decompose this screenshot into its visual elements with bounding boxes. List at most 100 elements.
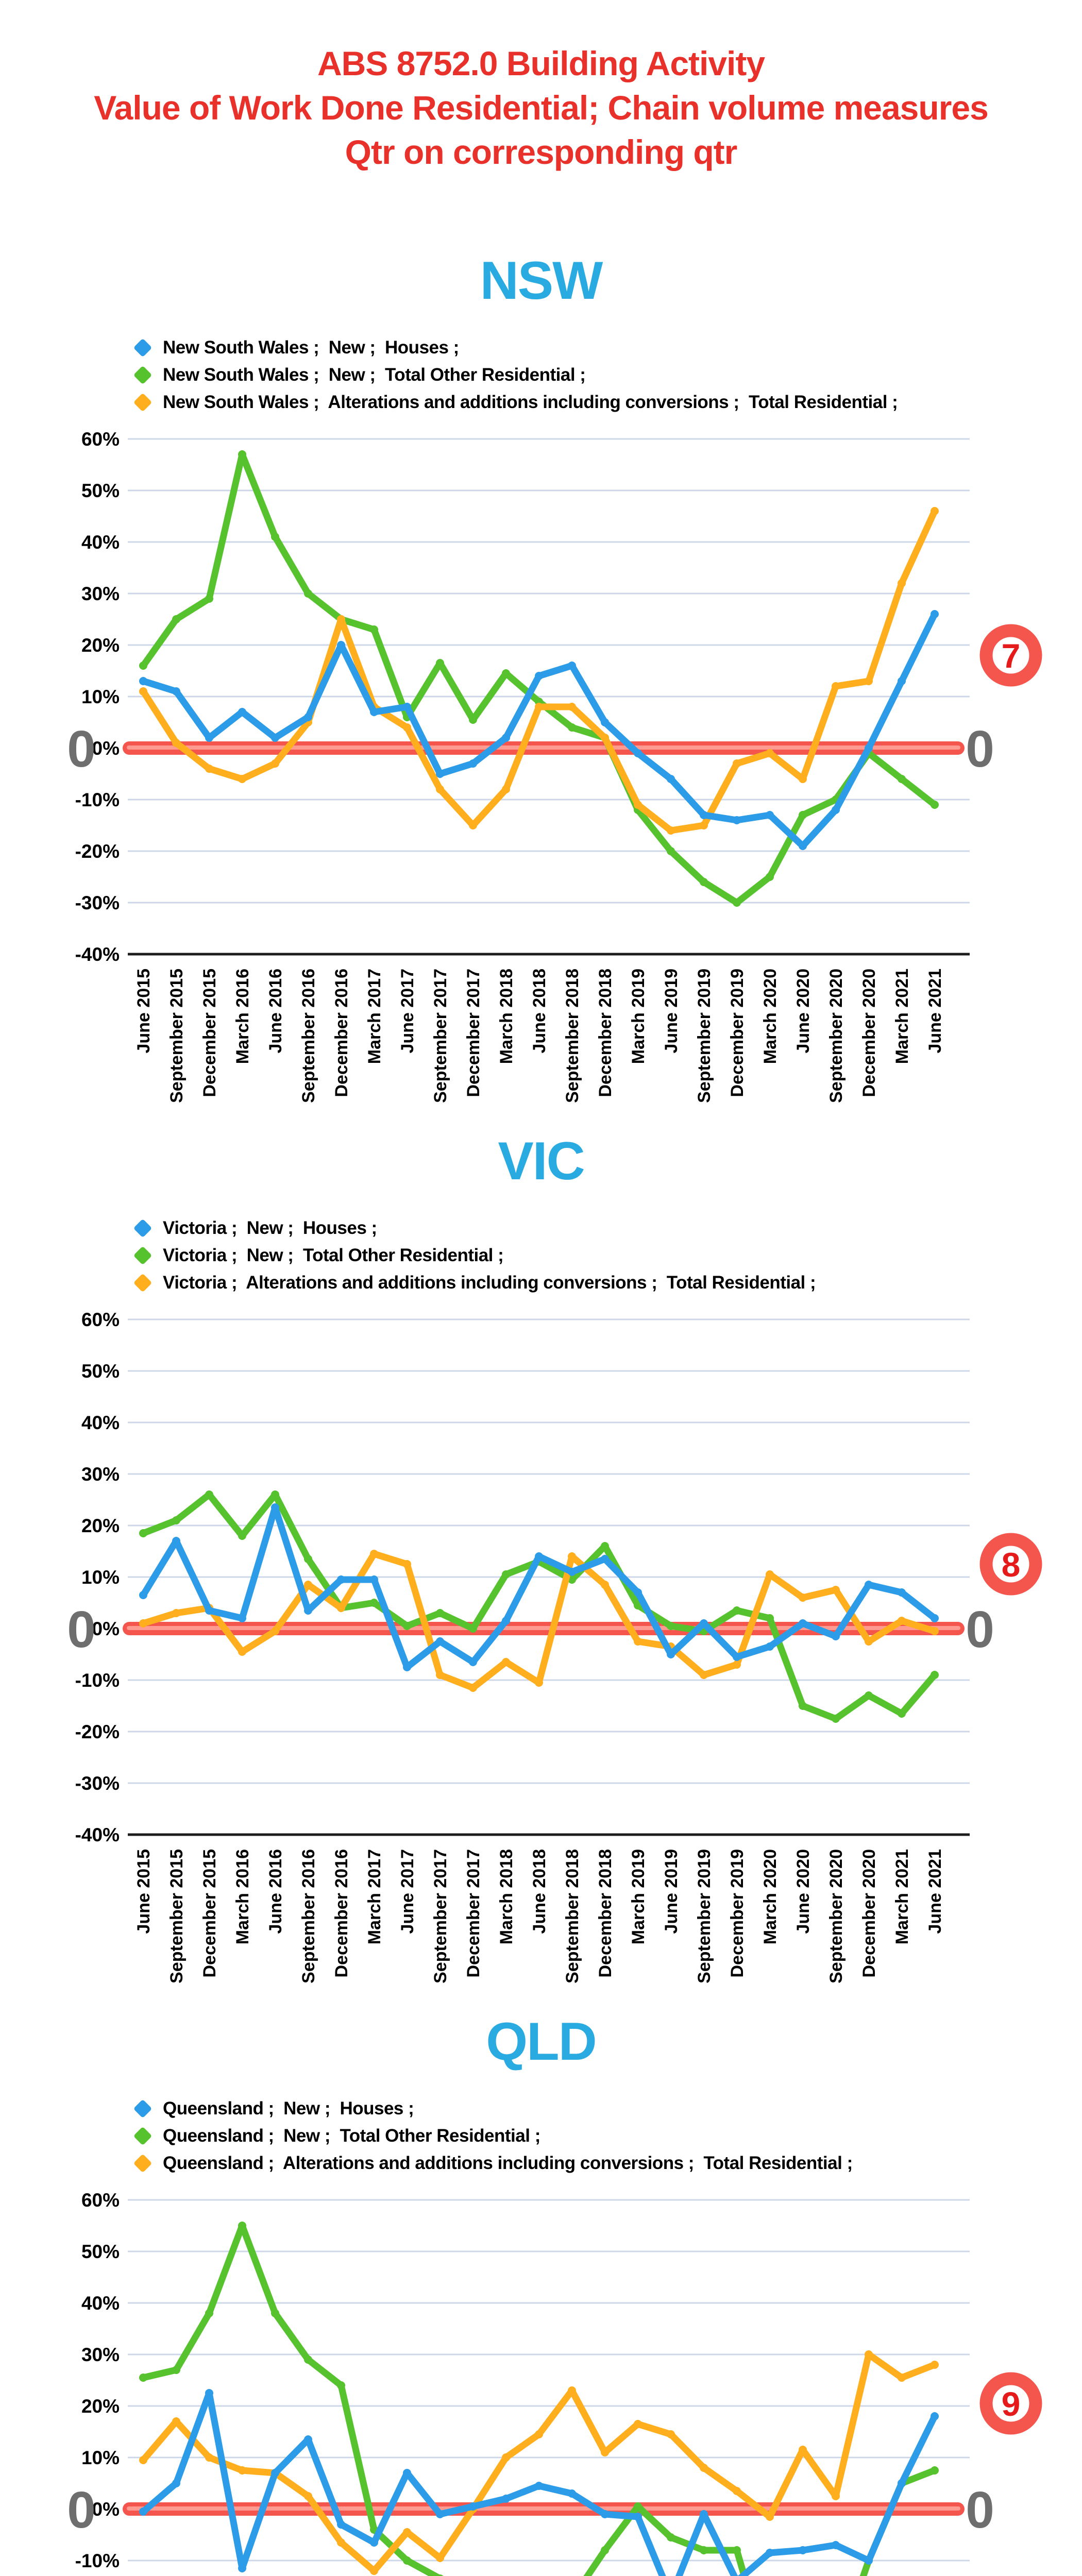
svg-text:7: 7 (1002, 637, 1021, 675)
legend-label: New South Wales ; Alterations and additi… (163, 392, 898, 412)
chart-section-qld: QLD Queensland ; New ; Houses ; Queenslan… (0, 2012, 1082, 2576)
svg-text:December 2016: December 2016 (332, 1849, 351, 1978)
svg-text:June 2017: June 2017 (398, 969, 417, 1053)
svg-text:December 2015: December 2015 (200, 969, 219, 1097)
svg-text:60%: 60% (81, 2190, 120, 2211)
series-total-other-residential (139, 2222, 939, 2576)
svg-text:September 2015: September 2015 (167, 969, 187, 1103)
svg-text:June 2020: June 2020 (793, 969, 813, 1053)
svg-text:December 2018: December 2018 (596, 1849, 615, 1978)
svg-text:September 2017: September 2017 (431, 1849, 450, 1984)
svg-text:September 2020: September 2020 (826, 1849, 846, 1984)
svg-text:March 2021: March 2021 (892, 1849, 912, 1944)
svg-text:September 2019: September 2019 (695, 969, 714, 1103)
svg-text:0: 0 (67, 2481, 96, 2539)
chart-heading-qld: QLD (486, 2012, 597, 2072)
svg-text:March 2018: March 2018 (497, 969, 516, 1064)
svg-text:60%: 60% (81, 429, 120, 450)
svg-text:9: 9 (1002, 2385, 1021, 2423)
svg-text:-40%: -40% (75, 944, 120, 965)
svg-text:March 2017: March 2017 (365, 1849, 384, 1944)
legend-label: Victoria ; New ; Total Other Residential… (163, 1245, 504, 1265)
report-title: ABS 8752.0 Building Activity Value of Wo… (0, 0, 1082, 174)
svg-text:June 2021: June 2021 (925, 969, 945, 1053)
svg-text:0: 0 (966, 1601, 994, 1658)
line-chart-nsw: 60%50%40%30%20%10%0%-10%-20%-30%-40%0 0Ju… (67, 429, 1042, 1103)
svg-text:December 2020: December 2020 (859, 1849, 879, 1978)
legend-item: Victoria ; New ; Total Other Residential… (133, 1242, 1082, 1269)
legend-item: New South Wales ; New ; Houses ; (133, 334, 1082, 361)
svg-text:40%: 40% (81, 532, 120, 553)
gridlines (128, 438, 970, 956)
svg-text:September 2018: September 2018 (563, 1849, 582, 1984)
svg-text:20%: 20% (81, 2396, 120, 2417)
chart-legend-nsw: New South Wales ; New ; Houses ; New Sout… (133, 334, 1082, 416)
legend-label: New South Wales ; New ; Houses ; (163, 337, 459, 358)
svg-text:0: 0 (966, 720, 994, 778)
svg-text:-30%: -30% (75, 892, 120, 913)
series-houses (139, 2389, 939, 2576)
svg-text:0%: 0% (92, 1618, 120, 1639)
svg-text:0%: 0% (92, 738, 120, 759)
svg-text:December 2019: December 2019 (728, 969, 747, 1097)
title-line-1: ABS 8752.0 Building Activity (317, 44, 765, 82)
legend-item: Queensland ; Alterations and additions i… (133, 2149, 1082, 2177)
svg-text:-20%: -20% (75, 841, 120, 862)
svg-text:March 2017: March 2017 (365, 969, 384, 1064)
svg-text:10%: 10% (81, 686, 120, 707)
svg-text:20%: 20% (81, 635, 120, 656)
chart-section-nsw: NSW New South Wales ; New ; Houses ; New … (0, 251, 1082, 1116)
chart-legend-qld: Queensland ; New ; Houses ; Queensland ; … (133, 2095, 1082, 2177)
chart-heading-vic: VIC (498, 1131, 585, 1191)
legend-label: Queensland ; New ; Total Other Residenti… (163, 2125, 540, 2146)
svg-text:0: 0 (67, 720, 96, 778)
title-line-2: Value of Work Done Residential; Chain vo… (94, 89, 989, 127)
series-total-other-residential (139, 450, 939, 907)
series-houses (139, 1503, 939, 1671)
legend-item: New South Wales ; Alterations and additi… (133, 388, 1082, 416)
svg-text:September 2015: September 2015 (167, 1849, 187, 1984)
legend-label: Queensland ; New ; Houses ; (163, 2098, 414, 2119)
series-alterations-additions (139, 2350, 939, 2575)
svg-text:-10%: -10% (75, 789, 120, 810)
svg-text:40%: 40% (81, 2293, 120, 2314)
legend-diamond-icon (133, 393, 153, 412)
line-chart-qld: 60%50%40%30%20%10%0%-10%-20%-30%-40%00Ju… (67, 2190, 1042, 2576)
svg-text:September 2019: September 2019 (695, 1849, 714, 1984)
svg-text:0: 0 (67, 1601, 96, 1658)
svg-text:-10%: -10% (75, 2550, 120, 2571)
svg-text:June 2019: June 2019 (662, 1849, 681, 1934)
svg-text:June 2017: June 2017 (398, 1849, 417, 1934)
svg-text:September 2016: September 2016 (299, 1849, 318, 1984)
svg-text:December 2016: December 2016 (332, 969, 351, 1097)
svg-text:December 2015: December 2015 (200, 1849, 219, 1978)
legend-item: New South Wales ; New ; Total Other Resi… (133, 361, 1082, 388)
svg-text:December 2017: December 2017 (464, 1849, 483, 1978)
legend-diamond-icon (133, 338, 153, 357)
svg-text:20%: 20% (81, 1515, 120, 1536)
svg-text:8: 8 (1002, 1546, 1021, 1584)
legend-label: Victoria ; New ; Houses ; (163, 1217, 377, 1238)
y-axis-labels: 60% 50% 40% 30% 20% 10% 0% -10% -20% -30% -40% (75, 1309, 120, 1845)
svg-text:30%: 30% (81, 583, 120, 604)
svg-text:June 2018: June 2018 (530, 969, 549, 1053)
svg-text:-20%: -20% (75, 1721, 120, 1742)
legend-label: Victoria ; Alterations and additions inc… (163, 1272, 816, 1293)
y-axis-labels: 60% 50% 40% 30% 20% 10% 0% -10% -20% -30% -40% (75, 429, 120, 965)
svg-text:30%: 30% (81, 1464, 120, 1485)
svg-text:March 2019: March 2019 (629, 969, 648, 1064)
x-axis-labels: June 2015 September 2015 December 2015 Marc… (134, 969, 945, 1103)
svg-text:June 2015: June 2015 (134, 969, 154, 1053)
legend-diamond-icon (133, 365, 153, 384)
svg-text:50%: 50% (81, 1361, 120, 1382)
svg-text:March 2020: March 2020 (760, 969, 780, 1064)
legend-item: Queensland ; New ; Houses ; (133, 2095, 1082, 2122)
svg-text:June 2019: June 2019 (662, 969, 681, 1053)
series-houses (139, 610, 939, 850)
svg-text:December 2018: December 2018 (596, 969, 615, 1097)
legend-label: New South Wales ; New ; Total Other Resi… (163, 364, 586, 385)
svg-text:-10%: -10% (75, 1670, 120, 1691)
